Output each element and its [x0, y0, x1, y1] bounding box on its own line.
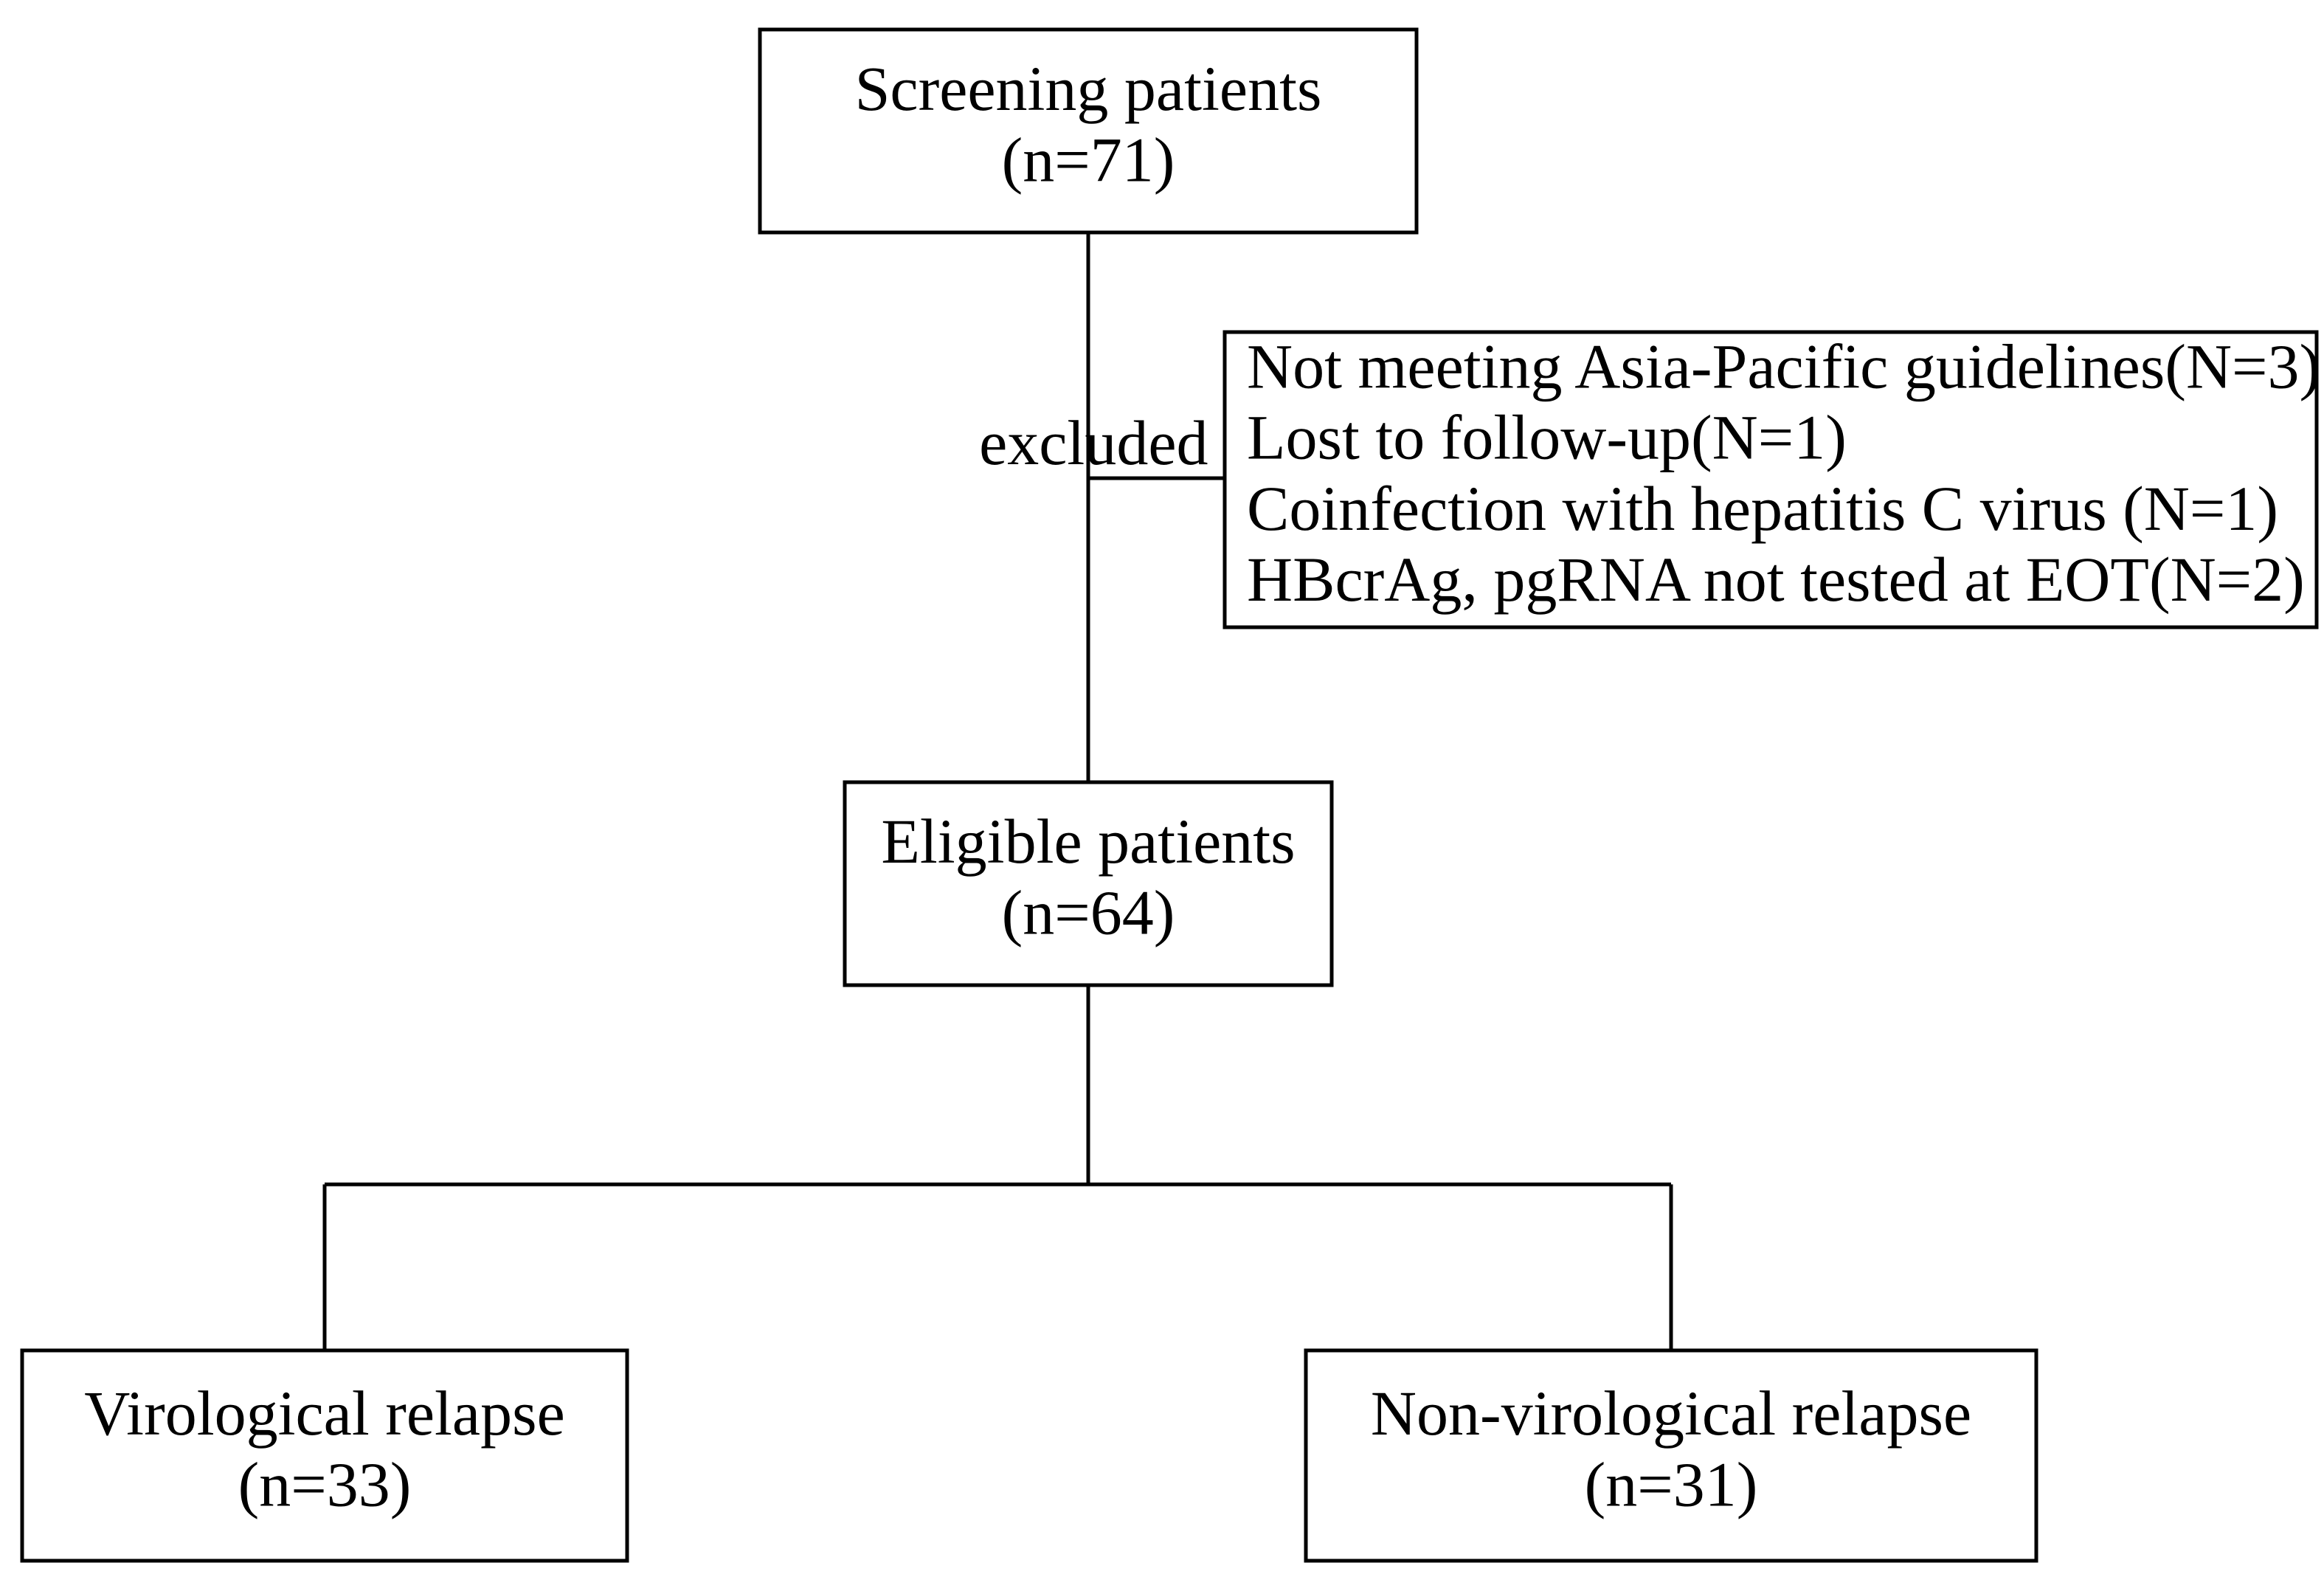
node-text-virological-line1: (n=33) [238, 1449, 412, 1519]
node-text-excluded-line1: Lost to follow-up(N=1) [1247, 402, 1847, 473]
node-text-non_virological-line0: Non-virological relapse [1371, 1378, 1971, 1449]
node-text-eligible-line1: (n=64) [1002, 877, 1175, 948]
node-text-excluded-line3: HBcrAg, pgRNA not tested at EOT(N=2) [1247, 544, 2305, 615]
node-text-virological-line0: Virological relapse [84, 1378, 565, 1449]
node-text-excluded-line0: Not meeting Asia-Pacific guidelines(N=3) [1247, 331, 2320, 401]
edge-label-excluded: excluded [979, 407, 1208, 478]
node-non_virological: Non-virological relapse(n=31) [1306, 1350, 2036, 1561]
node-eligible: Eligible patients(n=64) [845, 782, 1332, 985]
node-text-screening-line0: Screening patients [855, 53, 1322, 124]
node-text-eligible-line0: Eligible patients [881, 806, 1295, 877]
node-excluded: Not meeting Asia-Pacific guidelines(N=3)… [1225, 331, 2320, 627]
node-text-screening-line1: (n=71) [1002, 124, 1175, 195]
node-text-excluded-line2: Coinfection with hepatitis C virus (N=1) [1247, 473, 2278, 544]
node-virological: Virological relapse(n=33) [22, 1350, 627, 1561]
node-text-non_virological-line1: (n=31) [1585, 1449, 1758, 1519]
node-screening: Screening patients(n=71) [760, 30, 1417, 232]
